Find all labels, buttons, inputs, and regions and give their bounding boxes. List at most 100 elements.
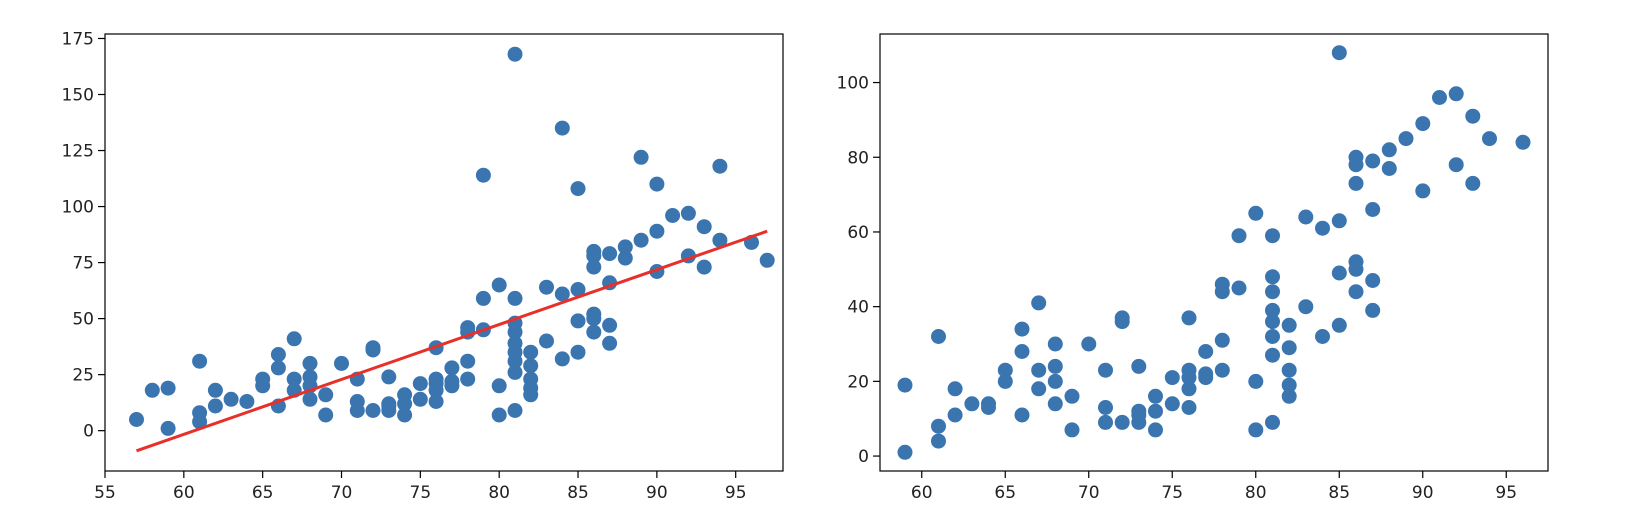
data-point (1198, 344, 1214, 359)
data-point (460, 353, 476, 369)
data-point (696, 219, 712, 235)
data-point (602, 246, 618, 262)
data-point (1198, 370, 1214, 386)
data-point (1465, 175, 1481, 191)
data-point (570, 181, 586, 197)
data-point (981, 400, 996, 415)
data-point (428, 394, 444, 409)
data-point (255, 378, 271, 394)
data-point (1281, 388, 1297, 404)
data-point (381, 403, 397, 418)
data-point (1081, 336, 1097, 352)
y-tick-label: 125 (62, 142, 94, 162)
data-point (1298, 299, 1314, 315)
data-point (602, 317, 618, 333)
data-point (507, 46, 523, 62)
data-point (539, 333, 554, 349)
y-tick-label: 175 (62, 29, 94, 49)
data-point (160, 420, 176, 436)
data-point (554, 286, 570, 302)
data-point (554, 120, 570, 136)
data-point (586, 324, 602, 340)
data-point (570, 282, 586, 297)
x-tick-label: 90 (646, 483, 668, 503)
data-point (649, 176, 665, 192)
data-point (507, 290, 523, 306)
data-point (602, 335, 618, 351)
y-tick-label: 150 (62, 86, 94, 106)
x-tick-label: 70 (331, 483, 353, 503)
data-point (1348, 157, 1364, 173)
y-tick-label: 80 (847, 148, 869, 168)
data-point (381, 369, 397, 385)
data-point (475, 290, 491, 306)
data-point (207, 382, 223, 398)
data-point (696, 259, 712, 275)
data-point (1265, 414, 1280, 430)
data-point (1265, 329, 1280, 344)
data-point (192, 353, 208, 369)
data-point (1047, 336, 1063, 352)
x-tick-label: 80 (1245, 483, 1267, 503)
data-point (997, 362, 1013, 378)
data-point (507, 353, 523, 369)
x-tick-label: 60 (173, 483, 195, 503)
data-point (539, 279, 554, 295)
data-point (931, 329, 946, 344)
data-point (931, 418, 946, 434)
data-point (1148, 422, 1163, 438)
data-point (1248, 422, 1264, 438)
axes-frame (104, 33, 784, 472)
data-point (349, 403, 365, 418)
data-point (570, 344, 586, 360)
data-point (491, 407, 507, 423)
data-point (1415, 183, 1431, 199)
data-point (586, 248, 602, 264)
data-point (1114, 314, 1130, 330)
data-point (1131, 358, 1147, 374)
data-point (223, 391, 239, 407)
data-point (1231, 228, 1247, 244)
data-point (412, 376, 428, 392)
data-point (1164, 396, 1180, 412)
data-point (1465, 108, 1481, 124)
x-tick-label: 75 (1161, 483, 1183, 503)
data-point (1365, 153, 1381, 169)
data-point (712, 158, 728, 174)
data-point (1214, 284, 1230, 300)
data-point (192, 414, 208, 430)
x-tick-label: 60 (911, 483, 933, 503)
data-point (964, 396, 980, 412)
data-point (1265, 347, 1280, 363)
data-point (712, 232, 728, 248)
data-point (1331, 317, 1347, 333)
data-point (475, 167, 491, 183)
data-point (507, 403, 523, 418)
data-point (1348, 175, 1364, 191)
data-point (523, 344, 539, 360)
data-point (1014, 407, 1030, 423)
y-tick-label: 100 (837, 74, 869, 94)
data-point (523, 358, 539, 374)
x-tick-label: 65 (252, 483, 274, 503)
data-point (444, 360, 460, 376)
data-point (617, 250, 633, 266)
data-point (1047, 358, 1063, 374)
data-point (1281, 362, 1297, 378)
data-point (633, 232, 649, 248)
data-point (1214, 332, 1230, 348)
data-point (897, 444, 913, 460)
data-point (1298, 209, 1314, 225)
data-point (507, 364, 523, 380)
data-point (286, 331, 302, 347)
x-tick-label: 80 (488, 483, 510, 503)
data-point (1381, 142, 1397, 158)
data-point (1315, 329, 1330, 344)
data-point (1331, 45, 1347, 61)
data-point (1181, 381, 1197, 397)
data-point (1148, 403, 1163, 419)
data-point (444, 378, 460, 394)
data-point (270, 360, 286, 376)
data-point (617, 239, 633, 255)
data-point (144, 382, 160, 398)
